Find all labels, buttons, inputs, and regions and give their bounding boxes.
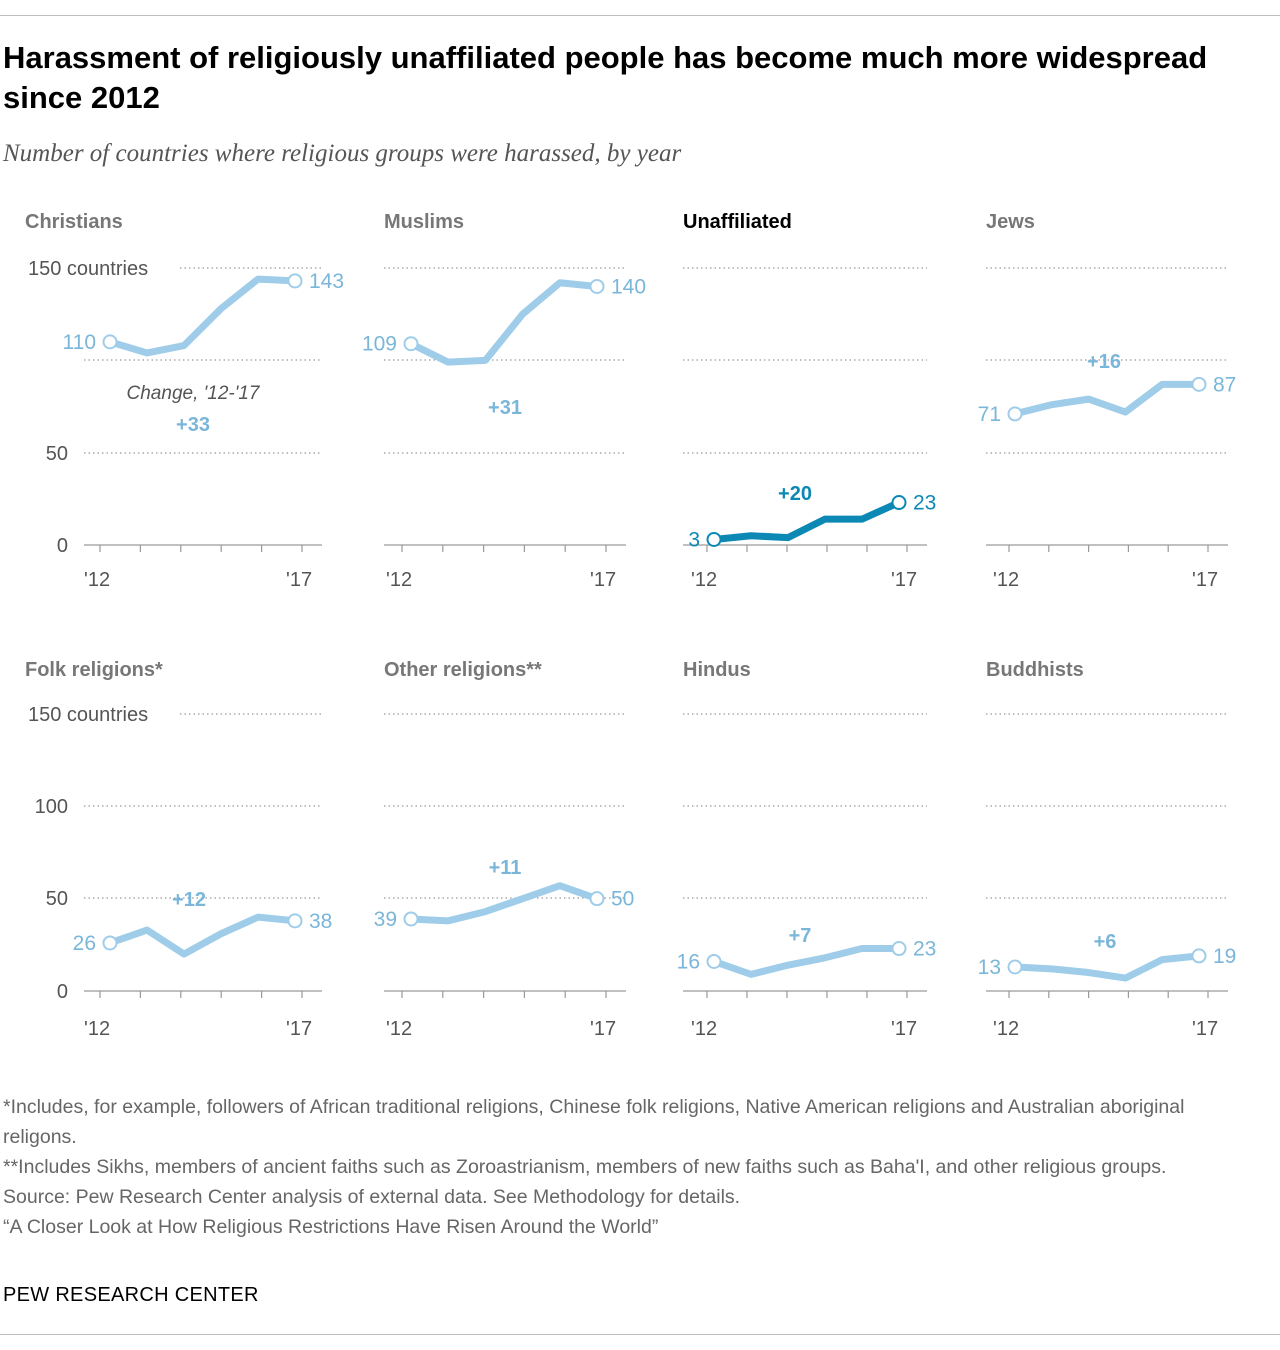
start-value-label-other-religions: 39 xyxy=(374,908,397,931)
end-marker-folk-religions xyxy=(287,913,303,929)
start-marker-jews xyxy=(1007,406,1023,422)
y-axis-label-row1-0: 150 countries xyxy=(28,258,148,280)
series-line-folk-religions xyxy=(106,913,299,958)
x-tick-label-start-folk-religions: '12 xyxy=(84,1018,110,1040)
x-tick-label-start-buddhists: '12 xyxy=(993,1018,1019,1040)
panel-title-buddhists: Buddhists xyxy=(986,659,1084,681)
end-marker-buddhists xyxy=(1191,948,1207,964)
change-label-muslims: +31 xyxy=(488,397,522,419)
y-axis-label-row2-2: 50 xyxy=(46,888,68,910)
start-value-label-buddhists: 13 xyxy=(978,956,1001,979)
x-tick-label-start-unaffiliated: '12 xyxy=(691,569,717,591)
series-line-muslims xyxy=(407,279,601,366)
series-line-other-religions xyxy=(407,882,601,925)
change-label-buddhists: +6 xyxy=(1094,931,1117,953)
end-marker-jews xyxy=(1191,376,1207,392)
x-tick-label-end-jews: '17 xyxy=(1192,569,1218,591)
x-tick-label-end-muslims: '17 xyxy=(590,569,616,591)
panel-title-unaffiliated: Unaffiliated xyxy=(683,211,792,233)
change-label-other-religions: +11 xyxy=(489,857,522,879)
end-value-label-folk-religions: 38 xyxy=(309,910,332,933)
bottom-rule xyxy=(0,1334,1280,1335)
start-marker-unaffiliated xyxy=(706,531,722,547)
series-line-unaffiliated xyxy=(710,499,903,543)
pew-brand: PEW RESEARCH CENTER xyxy=(3,1284,259,1306)
x-tick-label-start-other-religions: '12 xyxy=(386,1018,412,1040)
end-marker-christians xyxy=(287,273,303,289)
x-tick-label-end-christians: '17 xyxy=(286,569,312,591)
series-line-hindus xyxy=(710,945,903,978)
end-value-label-other-religions: 50 xyxy=(611,888,634,911)
small-multiples-chart: Christians '12 '17 150 countries 50 0 110 143 +3… xyxy=(25,211,1236,1040)
series-line-buddhists xyxy=(1011,952,1203,982)
start-value-label-hindus: 16 xyxy=(677,950,700,973)
change-caption: Change, '12-'17 xyxy=(127,383,261,404)
chart-subtitle: Number of countries where religious grou… xyxy=(3,140,682,167)
x-tick-label-end-hindus: '17 xyxy=(891,1018,917,1040)
start-marker-buddhists xyxy=(1007,959,1023,975)
end-marker-other-religions xyxy=(589,891,605,907)
panel-title-jews: Jews xyxy=(986,211,1035,233)
chart-title: Harassment of religiously unaffiliated p… xyxy=(3,40,1208,115)
x-tick-label-start-jews: '12 xyxy=(993,569,1019,591)
footnote-other: **Includes Sikhs, members of ancient fai… xyxy=(3,1156,1167,1178)
change-label-unaffiliated: +20 xyxy=(778,483,812,505)
x-tick-label-end-buddhists: '17 xyxy=(1192,1018,1218,1040)
start-value-label-folk-religions: 26 xyxy=(73,932,96,955)
end-value-label-unaffiliated: 23 xyxy=(913,492,936,515)
panel-title-hindus: Hindus xyxy=(683,659,751,681)
report-title-note: “A Closer Look at How Religious Restrict… xyxy=(3,1216,659,1238)
panel-title-folk-religions: Folk religions* xyxy=(25,659,163,681)
end-marker-unaffiliated xyxy=(891,495,907,511)
footnote-folk: *Includes, for example, followers of Afr… xyxy=(3,1096,1185,1148)
source-note: Source: Pew Research Center analysis of … xyxy=(3,1186,741,1208)
end-value-label-muslims: 140 xyxy=(611,275,646,298)
end-value-label-buddhists: 19 xyxy=(1213,945,1236,968)
y-axis-label-row1-1: 50 xyxy=(46,443,68,465)
change-label-jews: +16 xyxy=(1087,351,1121,373)
x-tick-label-end-unaffiliated: '17 xyxy=(891,569,917,591)
panel-title-christians: Christians xyxy=(25,211,123,233)
start-marker-muslims xyxy=(403,336,419,352)
x-tick-label-end-other-religions: '17 xyxy=(590,1018,616,1040)
panel-title-other-religions: Other religions** xyxy=(384,659,542,681)
series-line-jews xyxy=(1011,380,1203,418)
y-axis-label-row2-0: 150 countries xyxy=(28,704,148,726)
y-axis-label-row1-2: 0 xyxy=(57,535,68,557)
y-axis-label-row2-1: 100 xyxy=(35,796,68,818)
panel-title-muslims: Muslims xyxy=(384,211,464,233)
end-value-label-jews: 87 xyxy=(1213,373,1236,396)
change-label-christians: +33 xyxy=(176,414,210,436)
change-label-folk-religions: +12 xyxy=(172,889,206,911)
end-value-label-hindus: 23 xyxy=(913,938,936,961)
x-tick-label-start-muslims: '12 xyxy=(386,569,412,591)
start-marker-christians xyxy=(102,334,118,350)
x-tick-label-start-hindus: '12 xyxy=(691,1018,717,1040)
end-marker-hindus xyxy=(891,941,907,957)
end-marker-muslims xyxy=(589,278,605,294)
x-tick-label-end-folk-religions: '17 xyxy=(286,1018,312,1040)
x-tick-label-start-christians: '12 xyxy=(84,569,110,591)
start-value-label-muslims: 109 xyxy=(362,333,397,356)
footnotes: *Includes, for example, followers of Afr… xyxy=(3,1092,1263,1242)
series-line-christians xyxy=(106,275,299,357)
start-marker-folk-religions xyxy=(102,935,118,951)
start-value-label-christians: 110 xyxy=(63,331,96,354)
start-marker-other-religions xyxy=(403,911,419,927)
start-marker-hindus xyxy=(706,953,722,969)
y-axis-label-row2-3: 0 xyxy=(57,981,68,1003)
change-label-hindus: +7 xyxy=(789,925,812,947)
start-value-label-jews: 71 xyxy=(978,403,1001,426)
start-value-label-unaffiliated: 3 xyxy=(688,528,700,551)
end-value-label-christians: 143 xyxy=(309,270,344,293)
top-rule xyxy=(0,15,1280,16)
